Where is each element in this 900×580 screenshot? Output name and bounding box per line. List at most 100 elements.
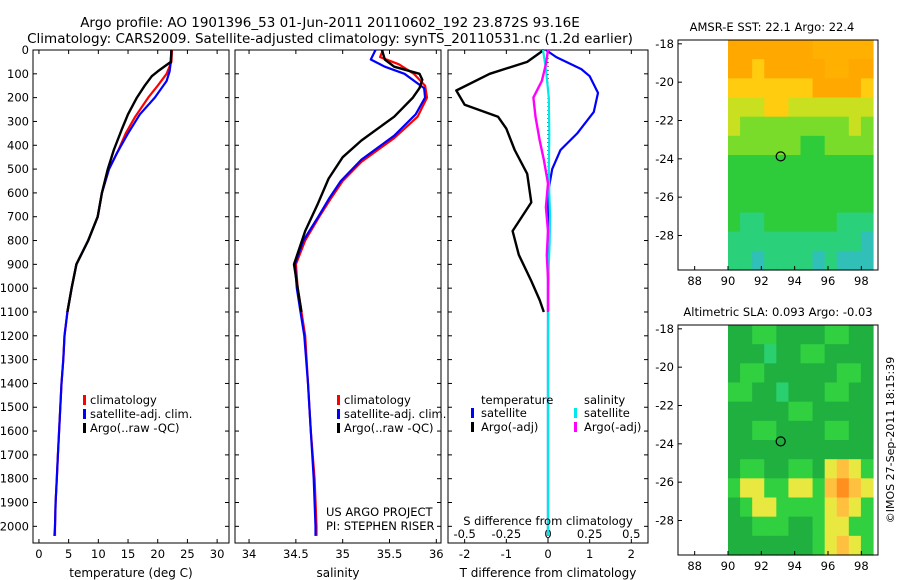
x-tick-label: 2	[628, 547, 635, 561]
heatmap-cell	[776, 497, 790, 518]
heatmap-cell	[740, 497, 753, 518]
heatmap-cell	[788, 344, 802, 364]
heatmap-cell	[788, 193, 802, 214]
heatmap-cell	[800, 155, 814, 175]
heatmap-cell	[824, 78, 838, 99]
lon-tick-label: 96	[821, 274, 836, 288]
heatmap-cell	[812, 363, 826, 384]
heatmap-cell	[728, 59, 741, 79]
heatmap-cell	[812, 516, 826, 537]
heatmap-cell	[824, 497, 838, 518]
heatmap-cell	[812, 116, 826, 137]
heatmap-cell	[824, 459, 838, 479]
heatmap-cell	[728, 478, 741, 499]
heatmap-cell	[776, 231, 790, 252]
heatmap-cell	[740, 40, 753, 60]
temperature-axes-frame	[32, 49, 230, 544]
heatmap-cell	[752, 40, 765, 60]
x-tick-label: 1	[586, 547, 593, 561]
x-tick-label: 10	[91, 547, 106, 561]
heatmap-cell	[860, 440, 874, 460]
heatmap-cell	[728, 97, 741, 118]
heatmap-cell	[848, 97, 862, 118]
temperature-series	[53, 49, 174, 536]
heatmap-cell	[848, 250, 862, 271]
y-tick-label: 1700	[0, 448, 29, 462]
heatmap-cell	[860, 420, 874, 441]
heatmap-cell	[836, 325, 850, 345]
heatmap-cell	[752, 344, 765, 364]
heatmap-cell	[836, 193, 850, 214]
heatmap-cell	[740, 231, 753, 252]
y-tick-label: 1300	[0, 353, 29, 367]
lon-tick-label: 92	[754, 559, 769, 573]
heatmap-cell	[740, 344, 753, 364]
heatmap-cell	[728, 78, 741, 99]
heatmap-cell	[836, 174, 850, 194]
heatmap-cell	[752, 250, 765, 271]
heatmap-cell	[764, 478, 777, 499]
x-tick-label: 25	[180, 547, 195, 561]
legend-swatch-s-argo	[574, 422, 577, 432]
heatmap-cell	[788, 420, 802, 441]
heatmap-cell	[800, 401, 814, 422]
heatmap-cell	[812, 420, 826, 441]
heatmap-cell	[764, 363, 777, 384]
salinity-panel: 34 34.5 35 35.5 36 salinity climatology sate…	[234, 49, 446, 580]
heatmap-cell	[860, 535, 874, 556]
heatmap-cell	[788, 401, 802, 422]
heatmap-cell	[848, 363, 862, 384]
legend-label-climatology: climatology	[344, 393, 411, 407]
y-tick-label: 0	[22, 43, 29, 57]
heatmap-cell	[812, 459, 826, 479]
y-tick-label: 900	[7, 257, 29, 271]
heatmap-cell	[812, 135, 826, 156]
heatmap-cell	[800, 459, 814, 479]
heatmap-cell	[764, 59, 777, 79]
heatmap-cell	[776, 174, 790, 194]
y-tick-label: 500	[7, 162, 29, 176]
heatmap-cell	[836, 440, 850, 460]
salinity-axes-frame	[234, 49, 442, 544]
heatmap-cell	[824, 420, 838, 441]
heatmap-cell	[848, 420, 862, 441]
heatmap-cell	[812, 401, 826, 422]
heatmap-cell	[800, 478, 814, 499]
heatmap-cell	[812, 193, 826, 214]
heatmap-cell	[776, 325, 790, 345]
heatmap-cell	[788, 440, 802, 460]
heatmap-cell	[776, 459, 790, 479]
x-tick-label: 5	[65, 547, 72, 561]
heatmap-cell	[764, 250, 777, 271]
heatmap-cell	[860, 401, 874, 422]
sla-map-panel: Altimetric SLA: 0.093 Argo: -0.03 88 90 92…	[655, 305, 879, 573]
difference-legend-temperature: temperature satellite Argo(-adj)	[471, 393, 553, 434]
x-tick-label: 20	[150, 547, 165, 561]
heatmap-cell	[800, 516, 814, 537]
project-line2: PI: STEPHEN RISER	[326, 519, 435, 533]
heatmap-cell	[800, 40, 814, 60]
temperature-xlabel: temperature (deg C)	[69, 566, 192, 580]
series-line-satellite-adj-clim-	[293, 49, 427, 536]
heatmap-cell	[740, 325, 753, 345]
heatmap-cell	[800, 363, 814, 384]
heatmap-cell	[824, 250, 838, 271]
heatmap-cell	[860, 250, 874, 271]
lat-tick-label: -24	[655, 437, 674, 451]
heatmap-cell	[848, 78, 862, 99]
y-tick-label: 700	[7, 210, 29, 224]
heatmap-cell	[764, 325, 777, 345]
heatmap-cell	[740, 382, 753, 403]
header-line1: Argo profile: AO 1901396_53 01-Jun-2011 …	[80, 15, 580, 31]
heatmap-cell	[776, 516, 790, 537]
heatmap-cell	[776, 193, 790, 214]
heatmap-cell	[848, 382, 862, 403]
heatmap-cell	[812, 97, 826, 118]
heatmap-cell	[860, 459, 874, 479]
y-tick-label: 1800	[0, 472, 29, 486]
heatmap-cell	[824, 116, 838, 137]
sst-map-axes: 88 90 92 94 96 98 -18 -20 -22 -24 -26 -28	[655, 37, 868, 288]
heatmap-cell	[776, 250, 790, 271]
heatmap-cell	[836, 516, 850, 537]
